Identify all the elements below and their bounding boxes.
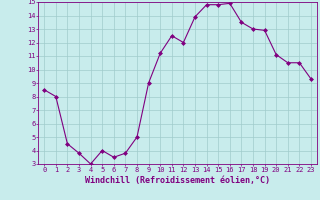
X-axis label: Windchill (Refroidissement éolien,°C): Windchill (Refroidissement éolien,°C) xyxy=(85,176,270,185)
